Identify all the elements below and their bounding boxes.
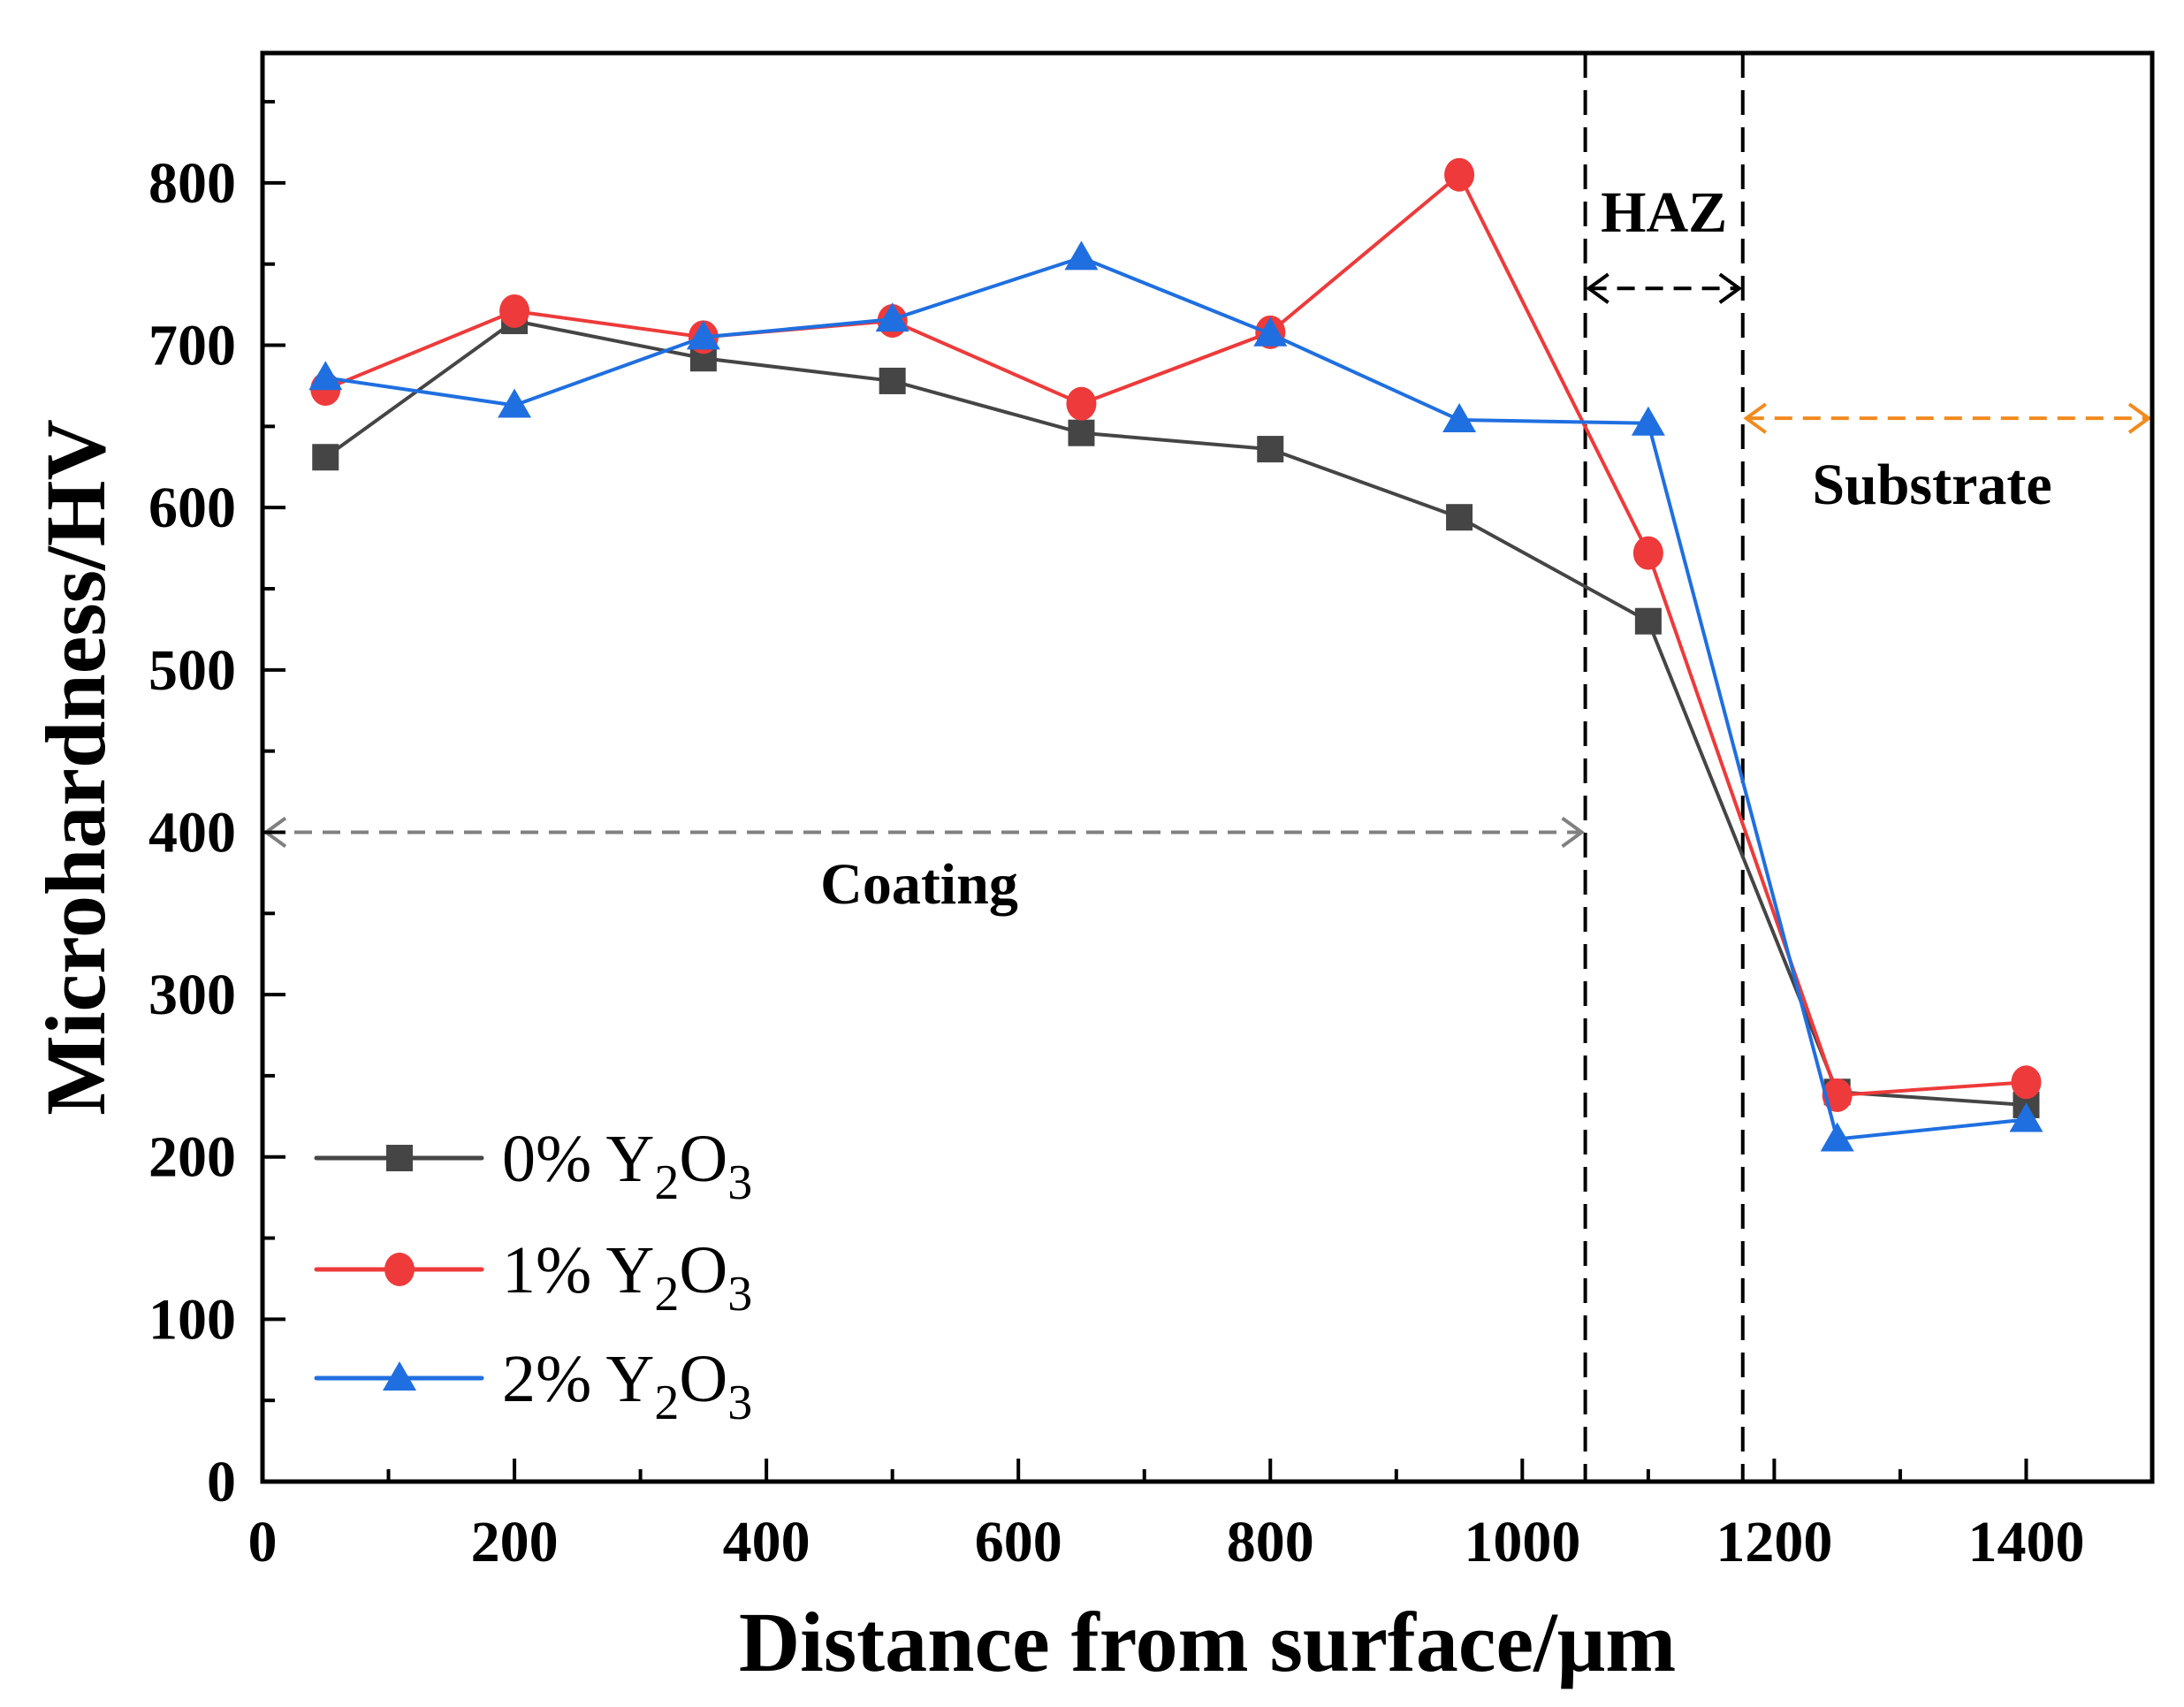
x-tick-label: 1200: [1716, 1510, 1832, 1574]
y-tick-label: 200: [148, 1125, 236, 1190]
substrate-label: Substrate: [1812, 453, 2051, 517]
data-point: [312, 444, 339, 471]
coating-label: Coating: [820, 852, 1018, 917]
data-point: [1822, 1078, 1853, 1112]
haz-label: HAZ: [1601, 180, 1727, 245]
y-tick-label: 800: [148, 151, 236, 216]
x-tick-label: 400: [723, 1510, 810, 1574]
legend-item: 2% Y2O3: [314, 1342, 752, 1430]
data-point: [499, 293, 530, 328]
x-tick-label: 1000: [1464, 1510, 1580, 1574]
data-point: [1068, 419, 1095, 446]
x-tick-label: 800: [1227, 1510, 1314, 1574]
y-tick-label: 600: [148, 476, 236, 540]
legend-item: 0% Y2O3: [314, 1122, 752, 1210]
y-tick-label: 300: [148, 963, 236, 1027]
legend-label-part: 2: [654, 1155, 679, 1210]
x-tick-label: 0: [248, 1510, 278, 1574]
substrate-arrowhead-left: [1743, 402, 1767, 434]
data-point: [1257, 436, 1284, 463]
data-point: [1253, 316, 1288, 347]
legend-label-part: O: [679, 1122, 727, 1196]
y-axis-title: Microhardness/HV: [28, 419, 123, 1116]
series-0: [312, 308, 2040, 1118]
substrate-arrowhead-right: [2127, 402, 2152, 434]
legend-label: 2% Y2O3: [502, 1342, 752, 1430]
data-point: [498, 388, 532, 418]
series-line: [324, 255, 2027, 1141]
haz-arrowhead-left: [1586, 272, 1609, 304]
data-point: [1442, 403, 1477, 433]
legend-label-part: 3: [727, 1376, 752, 1430]
data-point: [2011, 1065, 2042, 1100]
data-point: [1444, 157, 1475, 192]
legend-label-part: O: [679, 1342, 727, 1416]
legend-label-part: 0% Y: [502, 1122, 654, 1196]
data-point: [1066, 386, 1097, 421]
y-tick-label: 700: [148, 314, 236, 378]
legend-item: 1% Y2O3: [314, 1233, 752, 1322]
data-point: [2009, 1102, 2043, 1132]
data-point: [1446, 504, 1473, 531]
legend-label-part: O: [679, 1233, 727, 1307]
y-tick-label: 400: [148, 800, 236, 865]
legend-marker: [384, 1253, 415, 1286]
data-point: [686, 320, 720, 350]
legend-label-part: 2: [654, 1267, 679, 1322]
haz-arrowhead-right: [1718, 272, 1743, 304]
data-point: [1631, 406, 1665, 436]
x-tick-label: 200: [471, 1510, 559, 1574]
data-point: [1820, 1122, 1854, 1152]
legend-label-part: 2: [654, 1376, 679, 1430]
y-tick-label: 100: [148, 1287, 236, 1352]
legend-label-part: 1% Y: [502, 1233, 654, 1307]
legend-label: 1% Y2O3: [502, 1233, 752, 1322]
data-point: [1064, 240, 1099, 271]
x-tick-label: 600: [975, 1510, 1062, 1574]
data-point: [308, 361, 343, 391]
x-axis-title: Distance from surface/μm: [739, 1595, 1676, 1689]
legend-label-part: 2% Y: [502, 1342, 654, 1416]
y-tick-label: 0: [207, 1450, 236, 1514]
legend-label-part: 3: [727, 1155, 752, 1210]
plot-frame: [260, 50, 2155, 1484]
y-tick-label: 500: [148, 638, 236, 703]
series-2: [308, 240, 2043, 1152]
data-point: [879, 367, 906, 394]
legend-label: 0% Y2O3: [502, 1122, 752, 1210]
coating-arrowhead-right: [1561, 816, 1586, 849]
legend-marker: [383, 1361, 416, 1391]
series-1: [310, 157, 2042, 1112]
legend-marker: [386, 1145, 413, 1171]
data-point: [1632, 536, 1663, 570]
data-point: [875, 302, 909, 332]
legend-label-part: 3: [727, 1267, 752, 1322]
series-line: [324, 319, 2027, 1107]
data-point: [1634, 607, 1662, 635]
x-tick-label: 1400: [1967, 1510, 2084, 1574]
series-line: [324, 172, 2027, 1097]
